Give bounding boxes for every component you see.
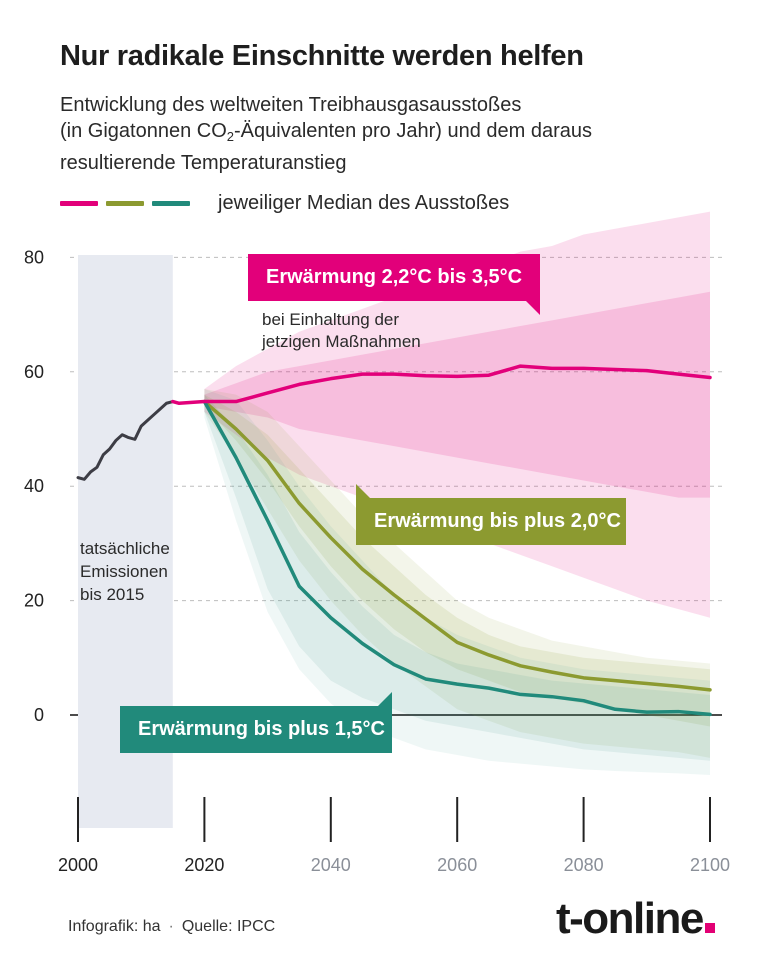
y-tick-label-60: 60: [24, 362, 44, 382]
callout-one-point-five-degrees-text: Erwärmung bis plus 1,5°C: [138, 718, 385, 741]
x-tick-label-2080: 2080: [564, 855, 604, 875]
footer-credit: Infografik: ha: [68, 918, 161, 935]
x-tick-label-2020: 2020: [184, 855, 224, 875]
x-tick-label-2000: 2000: [58, 855, 98, 875]
logo-dot: [705, 923, 715, 933]
note-current-policies-line-2: jetzigen Maßnahmen: [262, 331, 421, 353]
note-current-policies: bei Einhaltung der jetzigen Maßnahmen: [262, 309, 421, 353]
callout-pointer: [356, 484, 370, 498]
note-historical-line-3: bis 2015: [80, 583, 170, 606]
note-historical-line-2: Emissionen: [80, 560, 170, 583]
y-tick-label-40: 40: [24, 476, 44, 496]
note-historical-line-1: tatsächliche: [80, 537, 170, 560]
footer-credits: Infografik: ha · Quelle: IPCC: [68, 918, 275, 936]
callout-current-policies-text: Erwärmung 2,2°C bis 3,5°C: [266, 266, 522, 289]
y-axis-labels: 0 20 40 60 80: [24, 247, 44, 725]
callout-two-degrees: Erwärmung bis plus 2,0°C: [356, 498, 626, 545]
callout-two-degrees-text: Erwärmung bis plus 2,0°C: [374, 510, 621, 533]
y-tick-label-0: 0: [34, 705, 44, 725]
callout-current-policies: Erwärmung 2,2°C bis 3,5°C: [248, 254, 540, 301]
emissions-chart: 2000 2020 2040 2060 2080 2100 020406080: [0, 0, 768, 971]
x-tick-label-2100: 2100: [690, 855, 730, 875]
x-tick-label-2040: 2040: [311, 855, 351, 875]
t-online-logo: t-online: [556, 894, 715, 944]
callout-one-point-five-degrees: Erwärmung bis plus 1,5°C: [120, 706, 392, 753]
footer-source: Quelle: IPCC: [182, 918, 275, 935]
y-tick-label-20: 20: [24, 591, 44, 611]
note-historical: tatsächliche Emissionen bis 2015: [80, 537, 170, 606]
x-tick-label-2060: 2060: [437, 855, 477, 875]
y-tick-label-80: 80: [24, 247, 44, 267]
footer-separator: ·: [169, 918, 174, 935]
callout-pointer: [378, 692, 392, 706]
note-current-policies-line-1: bei Einhaltung der: [262, 309, 421, 331]
logo-text: t-online: [556, 894, 703, 943]
callout-pointer: [526, 301, 540, 315]
